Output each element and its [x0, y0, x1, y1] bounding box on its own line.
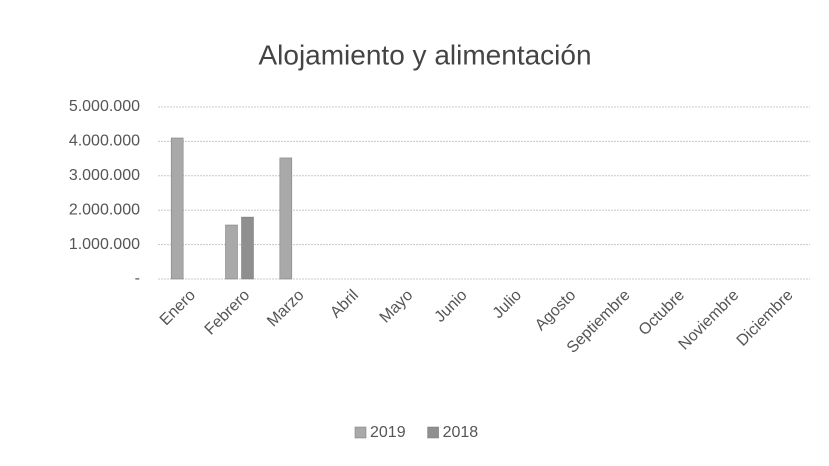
y-tick-label: 4.000.000 [69, 133, 140, 150]
legend-swatch [427, 426, 439, 439]
y-tick-label: 1.000.000 [69, 236, 140, 253]
bar [279, 157, 293, 280]
bar [241, 216, 254, 280]
y-tick-label: 3.000.000 [69, 167, 140, 184]
bar [225, 224, 238, 280]
legend-label: 2019 [370, 424, 406, 441]
y-tick-label: 2.000.000 [69, 201, 140, 218]
legend-swatch [354, 426, 367, 439]
y-tick-label: 5.000.000 [69, 98, 140, 115]
chart-title: Alojamiento y alimentación [258, 39, 591, 70]
y-tick-label: - [135, 270, 140, 287]
legend-label: 2018 [443, 424, 479, 441]
bar [170, 137, 184, 280]
